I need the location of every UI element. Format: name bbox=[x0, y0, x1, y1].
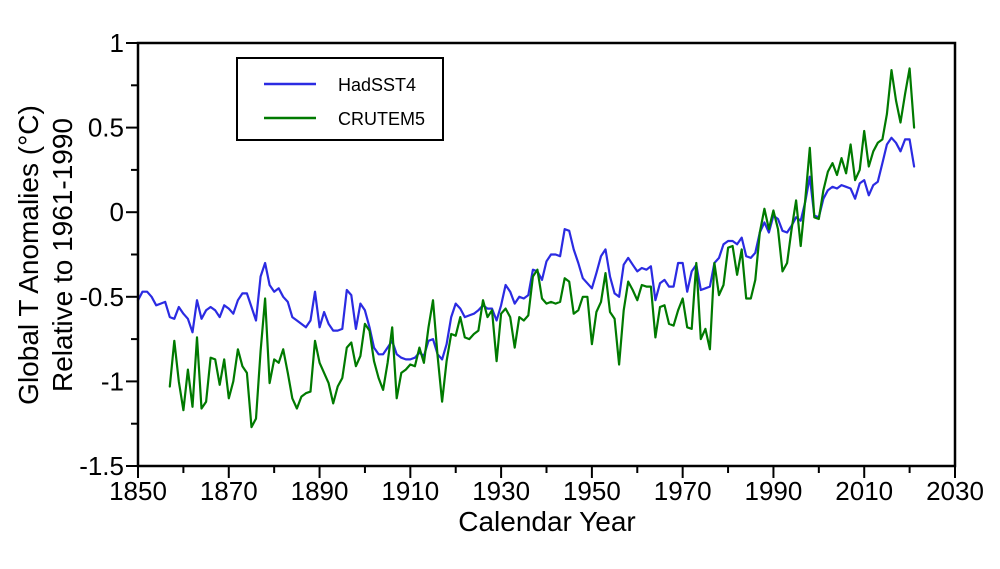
y-tick-label: 1 bbox=[110, 28, 124, 58]
y-tick-label: -0.5 bbox=[79, 282, 124, 312]
x-tick-label: 1930 bbox=[472, 476, 530, 506]
y-axis-title-line2: Relative to 1961-1990 bbox=[47, 118, 78, 392]
legend-label-crutem5: CRUTEM5 bbox=[338, 109, 425, 129]
x-tick-label: 2030 bbox=[926, 476, 984, 506]
hadsst4-line bbox=[136, 136, 916, 361]
x-tick-label: 1870 bbox=[200, 476, 258, 506]
legend: HadSST4 CRUTEM5 bbox=[236, 57, 444, 141]
x-tick-label: 1850 bbox=[109, 476, 167, 506]
y-tick-label: 0 bbox=[110, 197, 124, 227]
legend-label-hadsst4: HadSST4 bbox=[338, 75, 416, 95]
y-tick-label: -1 bbox=[101, 366, 124, 396]
axis-tick-labels: 1850 1870 1890 1910 1930 1950 1970 1990 2010 2030… bbox=[79, 28, 984, 506]
x-tick-label: 1890 bbox=[291, 476, 349, 506]
x-axis-title: Calendar Year bbox=[458, 506, 635, 537]
x-tick-label: 1950 bbox=[563, 476, 621, 506]
plot-border bbox=[136, 41, 957, 468]
y-tick-label: 0.5 bbox=[88, 113, 124, 143]
x-tick-label: 1970 bbox=[654, 476, 712, 506]
series-lines bbox=[136, 67, 916, 429]
legend-box bbox=[236, 57, 444, 141]
x-tick-label: 1990 bbox=[745, 476, 803, 506]
x-tick-label: 1910 bbox=[381, 476, 439, 506]
y-tick-label: -1.5 bbox=[79, 451, 124, 481]
crutem5-line bbox=[168, 67, 916, 429]
y-axis-title-line1: Global T Anomalies (°C) bbox=[13, 105, 44, 405]
x-tick-label: 2010 bbox=[835, 476, 893, 506]
